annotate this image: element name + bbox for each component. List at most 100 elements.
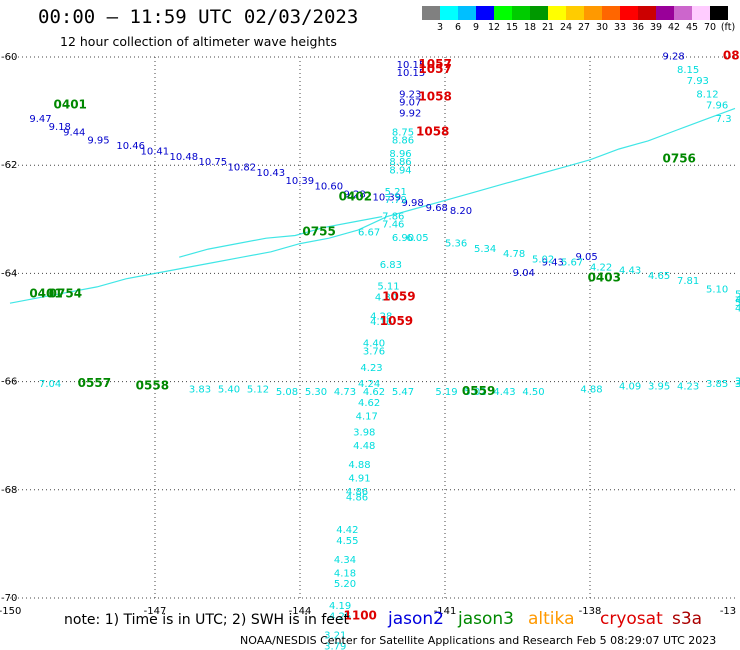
colorbar-label: 30 — [595, 22, 609, 33]
colorbar-swatch — [476, 6, 494, 20]
colorbar-swatch — [530, 6, 548, 20]
wave-height-label: 10.46 — [116, 141, 145, 152]
wave-height-label: 4.40 — [363, 338, 385, 349]
wave-height-label: 9.07 — [399, 98, 421, 109]
wave-height-label: 4.34 — [334, 555, 356, 566]
wave-height-label: 9.18 — [49, 122, 71, 133]
wave-height-label: 5.02 — [532, 255, 554, 266]
wave-height-label: 4.86 — [346, 493, 368, 504]
wave-height-label: 8.12 — [696, 90, 718, 101]
y-tick-label: -68 — [1, 485, 17, 496]
satellite-legend-jason3: jason3 — [458, 609, 514, 629]
satellite-track — [9, 107, 736, 304]
colorbar-swatch — [620, 6, 638, 20]
colorbar-swatch — [566, 6, 584, 20]
colorbar-label: 12 — [487, 22, 501, 33]
wave-height-label: 3.16 — [735, 376, 740, 387]
time-label: 0755 — [302, 225, 335, 239]
time-label: 0559 — [462, 384, 495, 398]
colorbar-label: 42 — [667, 22, 681, 33]
colorbar — [422, 6, 728, 20]
wave-height-label: 4.19 — [329, 601, 351, 612]
colorbar-swatch — [692, 6, 710, 20]
wave-height-label: 5.02 — [464, 387, 486, 398]
wave-height-label: 5.10 — [706, 284, 728, 295]
colorbar-swatch — [710, 6, 728, 20]
x-tick-label: -147 — [144, 606, 167, 617]
wave-height-label: 4.65 — [648, 271, 670, 282]
wave-height-label: 3.21 — [324, 631, 346, 642]
wave-height-label: 4 — [735, 303, 740, 314]
time-label: 1057 — [418, 57, 451, 71]
colorbar-swatch — [656, 6, 674, 20]
satellite-legend-s3a: s3a — [672, 609, 703, 629]
colorbar-label: 45 — [685, 22, 699, 33]
x-tick-label: -144 — [289, 606, 312, 617]
wave-height-label: 4.25 — [329, 612, 351, 623]
satellite-legend-jason2: jason2 — [388, 609, 444, 629]
wave-height-label: 10.60 — [315, 182, 344, 193]
wave-height-label: 4.28 — [370, 311, 392, 322]
colorbar-label: 9 — [472, 22, 480, 33]
wave-height-label: 7.96 — [706, 100, 728, 111]
x-tick-label: -13 — [720, 606, 736, 617]
time-label: 1058 — [418, 89, 451, 103]
wave-height-label: 10.15 — [397, 60, 426, 71]
wave-height-label: 9.95 — [87, 136, 109, 147]
wave-height-label: 4.30 — [375, 292, 397, 303]
time-label: 0558 — [136, 379, 169, 393]
wave-height-label: 4.23 — [360, 363, 382, 374]
time-label: 1058 — [416, 124, 449, 138]
wave-height-label: 7.04 — [39, 379, 61, 390]
credit-line: NOAA/NESDIS Center for Satellite Applica… — [240, 634, 717, 647]
satellite-legend-altika: altika — [528, 609, 575, 629]
colorbar-label: 18 — [523, 22, 537, 33]
wave-height-label: 3.95 — [648, 382, 670, 393]
wave-height-label: 10.39 — [373, 192, 402, 203]
colorbar-swatch — [440, 6, 458, 20]
wave-height-label: 8.94 — [389, 165, 411, 176]
time-label: 0401 — [54, 97, 87, 111]
wave-height-label: 3.79 — [324, 641, 346, 650]
wave-height-label: 4.86 — [346, 487, 368, 498]
wave-height-label: 4.43 — [619, 265, 641, 276]
wave-height-label: 10.82 — [228, 163, 257, 174]
wave-height-label: 5.11 — [377, 282, 399, 293]
wave-height-label: 8.96 — [389, 149, 411, 160]
wave-height-label: 7.81 — [677, 276, 699, 287]
wave-height-label: 10.48 — [170, 152, 199, 163]
wave-height-label: 7.3 — [716, 114, 732, 125]
wave-height-label: 5.20 — [334, 579, 356, 590]
wave-height-label: 4.43 — [493, 387, 515, 398]
wave-height-label: 4.09 — [619, 382, 641, 393]
wave-height-label: 4.88 — [348, 460, 370, 471]
wave-height-label: 3.76 — [735, 379, 740, 390]
colorbar-label: 6 — [454, 22, 462, 33]
wave-height-label: 5.08 — [276, 387, 298, 398]
wave-height-label: 4.73 — [334, 387, 356, 398]
wave-height-label: 9.98 — [402, 198, 424, 209]
wave-height-label: 4.16 — [370, 317, 392, 328]
colorbar-swatch — [638, 6, 656, 20]
colorbar-label: 21 — [541, 22, 555, 33]
wave-height-label: 4.62 — [363, 387, 385, 398]
map-subtitle: 12 hour collection of altimeter wave hei… — [60, 34, 337, 49]
wave-height-label: 4.23 — [677, 382, 699, 393]
wave-height-label: 10.41 — [141, 146, 170, 157]
wave-height-label: 4.62 — [358, 398, 380, 409]
wave-height-label: 9.23 — [399, 90, 421, 101]
wave-height-label: 9.68 — [426, 203, 448, 214]
wave-height-label: 7.46 — [382, 219, 404, 230]
wave-height-label: 5.67 — [561, 257, 583, 268]
map-title: 00:00 – 11:59 UTC 02/03/2023 — [38, 6, 359, 28]
x-tick-label: -138 — [579, 606, 602, 617]
wave-height-label: 7.79 — [385, 195, 407, 206]
time-label: 0401 — [29, 287, 62, 301]
wave-height-label: 8.75 — [392, 127, 414, 138]
wave-height-label: 5.58 — [735, 290, 740, 301]
satellite-track — [179, 216, 383, 258]
wave-height-label: 4.48 — [353, 441, 375, 452]
colorbar-label: 70 — [703, 22, 717, 33]
wave-height-label: 10.39 — [286, 176, 315, 187]
wave-height-label: 5.12 — [247, 384, 269, 395]
